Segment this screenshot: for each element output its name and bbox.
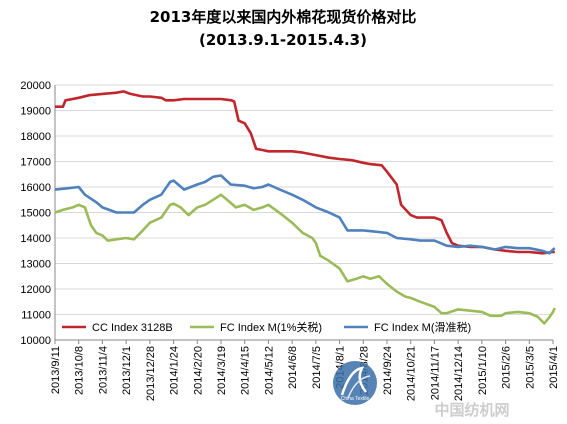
y-tick-label: 15000: [20, 208, 51, 220]
x-tick-label: 2013/12/28: [145, 346, 157, 401]
gridlines: [54, 84, 553, 341]
x-tick-label: 2015/4/1: [548, 346, 560, 389]
legend-label: CC Index 3128B: [92, 322, 173, 334]
x-tick-label: 2014/3/19: [216, 346, 228, 395]
x-tick-label: 2014/2/20: [192, 346, 204, 395]
x-tick-label: 2014/1/24: [169, 346, 181, 395]
watermark-logo: China Textile: [333, 361, 377, 405]
y-tick-label: 18000: [20, 131, 51, 143]
x-tick-label: 2014/5/12: [263, 346, 275, 395]
legend-label: FC Index M(1%关税): [220, 320, 322, 334]
x-tick-label: 2014/4/15: [240, 346, 252, 395]
y-tick-label: 11000: [21, 310, 51, 322]
x-tick-label: 2013/12/1: [121, 346, 133, 395]
x-tick-label: 2013/9/11: [50, 346, 62, 394]
legend-label: FC Index M(滑准税): [374, 320, 471, 334]
series-line-3: [54, 174, 556, 255]
legend: CC Index 3128B FC Index M(1%关税) FC Index M…: [62, 320, 471, 334]
x-tick-label: 2013/10/8: [74, 346, 86, 395]
chart-title: 2013年度以来国内外棉花现货价格对比: [150, 8, 417, 26]
x-tick-label: 2014/6/8: [287, 346, 299, 389]
x-tick-label: 2014/7/5: [311, 346, 323, 389]
x-tick-label: 2014/11/17: [429, 346, 441, 400]
y-tick-label: 14000: [20, 233, 51, 245]
y-axis-ticks: 10000 11000 12000 13000 14000 15000 16000 17000…: [20, 80, 51, 347]
series-line-1: [55, 90, 555, 255]
y-tick-label: 12000: [20, 284, 51, 296]
series-lines: [54, 90, 556, 325]
watermark-text: 中国纺机网: [434, 401, 509, 419]
y-tick-label: 20000: [20, 80, 51, 92]
series-line-2: [54, 193, 556, 325]
y-tick-label: 19000: [20, 106, 51, 118]
y-tick-label: 17000: [20, 157, 51, 169]
y-tick-label: 13000: [20, 259, 51, 271]
y-tick-label: 10000: [20, 335, 51, 347]
chart-subtitle: (2013.9.1-2015.4.3): [199, 31, 367, 49]
y-tick-label: 16000: [20, 182, 51, 194]
x-tick-label: 2013/11/4: [97, 346, 109, 394]
x-tick-label: 2014/10/21: [406, 346, 418, 401]
x-tick-label: 2014/12/14: [453, 346, 465, 401]
x-tick-label: 2015/3/5: [524, 346, 536, 389]
x-axis-ticks: 2013/9/11 2013/10/8 2013/11/4 2013/12/1 2013…: [50, 340, 560, 401]
x-tick-label: 2015/2/6: [501, 346, 513, 389]
x-tick-label: 2014/9/24: [382, 346, 394, 395]
x-tick-label: 2015/1/10: [477, 346, 489, 395]
watermark-logo-text: China Textile: [341, 396, 370, 402]
